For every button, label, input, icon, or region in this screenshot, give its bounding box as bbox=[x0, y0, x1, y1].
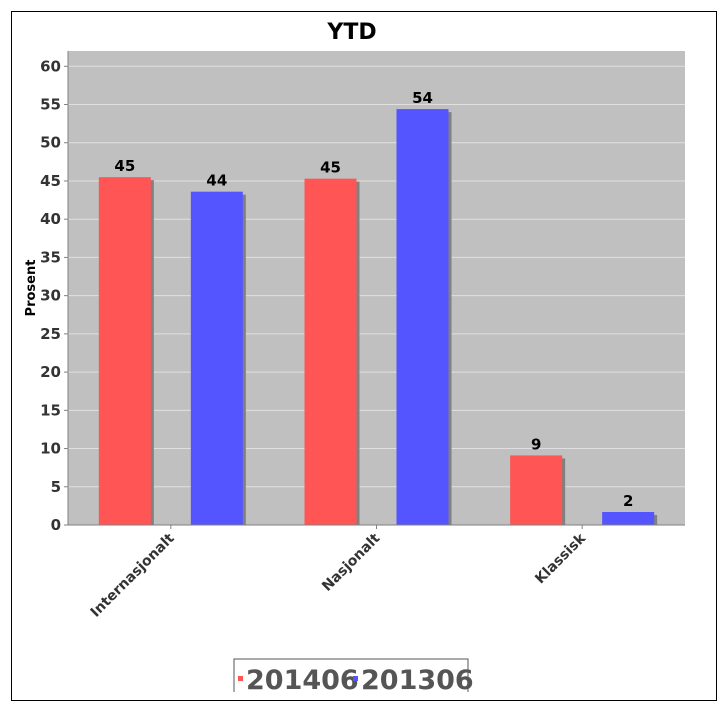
y-tick-label-60: 60 bbox=[40, 57, 61, 75]
bar-klassisk-201406 bbox=[510, 455, 563, 525]
y-tick-label-45: 45 bbox=[40, 172, 61, 190]
legend-label-201306: 201306 bbox=[361, 665, 474, 692]
bar-klassisk-201306 bbox=[602, 512, 655, 525]
x-axis-ticks: Internasjonalt Nasjonalt Klassisk bbox=[88, 525, 589, 621]
bar-label-internasjonalt-201406: 45 bbox=[114, 157, 135, 175]
y-tick-label-0: 0 bbox=[51, 516, 61, 534]
bar-label-klassisk-201306: 2 bbox=[623, 492, 633, 510]
y-tick-label-20: 20 bbox=[40, 363, 61, 381]
bar-nasjonalt-201306 bbox=[396, 109, 449, 526]
bar-nasjonalt-201406 bbox=[304, 178, 357, 525]
legend-swatch-201406 bbox=[238, 676, 243, 681]
plot-area bbox=[68, 51, 685, 525]
y-tick-label-25: 25 bbox=[40, 325, 61, 343]
y-axis-ticks: 0 5 10 15 20 25 30 35 40 45 50 55 60 bbox=[40, 57, 68, 534]
bar-label-klassisk-201406: 9 bbox=[531, 435, 541, 453]
bar-label-nasjonalt-201306: 54 bbox=[412, 89, 433, 107]
y-tick-label-55: 55 bbox=[40, 96, 61, 114]
y-tick-label-35: 35 bbox=[40, 248, 61, 266]
legend: 201406 201306 bbox=[233, 658, 474, 692]
gridlines bbox=[68, 65, 685, 488]
bars bbox=[98, 109, 658, 526]
y-tick-label-15: 15 bbox=[40, 401, 61, 419]
bar-label-nasjonalt-201406: 45 bbox=[320, 159, 341, 177]
y-axis-label: Prosent bbox=[24, 260, 39, 317]
y-tick-label-10: 10 bbox=[40, 440, 61, 458]
y-tick-label-40: 40 bbox=[40, 210, 61, 228]
legend-box bbox=[233, 658, 469, 692]
x-tick-label-nasjonalt: Nasjonalt bbox=[319, 530, 383, 594]
bar-internasjonalt-201306 bbox=[190, 191, 243, 526]
legend-label-201406: 201406 bbox=[246, 665, 359, 692]
y-tick-label-50: 50 bbox=[40, 134, 61, 152]
x-tick-label-klassisk: Klassisk bbox=[532, 530, 589, 587]
bar-value-labels: 45 44 45 54 9 2 bbox=[114, 89, 633, 510]
bar-label-internasjonalt-201306: 44 bbox=[206, 172, 227, 190]
y-tick-label-30: 30 bbox=[40, 287, 61, 305]
legend-swatch-201306 bbox=[353, 676, 358, 681]
x-tick-label-internasjonalt: Internasjonalt bbox=[88, 530, 178, 620]
y-tick-label-5: 5 bbox=[51, 478, 61, 496]
chart-title: YTD bbox=[326, 20, 376, 45]
bar-internasjonalt-201406 bbox=[98, 177, 151, 526]
